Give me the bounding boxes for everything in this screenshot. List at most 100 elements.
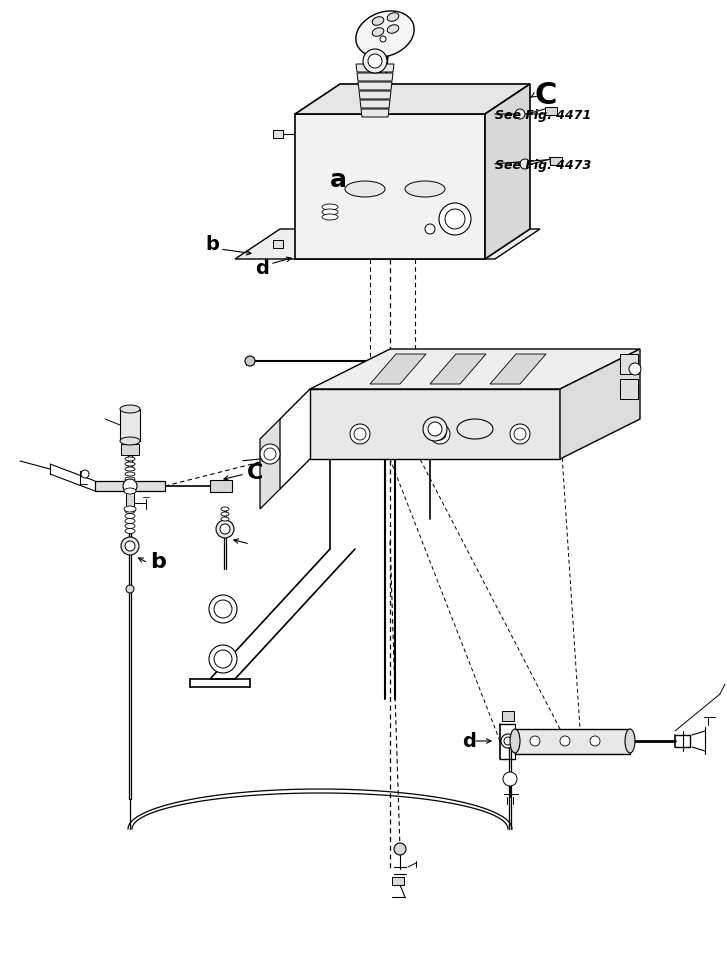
Ellipse shape — [387, 26, 399, 35]
Ellipse shape — [125, 473, 135, 477]
Circle shape — [629, 363, 641, 376]
Ellipse shape — [457, 420, 493, 439]
Ellipse shape — [221, 507, 229, 511]
Ellipse shape — [221, 517, 229, 522]
Ellipse shape — [125, 467, 135, 472]
Ellipse shape — [124, 488, 136, 495]
Ellipse shape — [405, 182, 445, 198]
Polygon shape — [260, 420, 280, 509]
Circle shape — [260, 445, 280, 464]
Ellipse shape — [221, 512, 229, 516]
Circle shape — [209, 646, 237, 674]
Bar — [126, 491, 134, 509]
Circle shape — [121, 537, 139, 555]
Circle shape — [560, 736, 570, 747]
Polygon shape — [295, 115, 485, 259]
Ellipse shape — [125, 462, 135, 466]
Bar — [273, 241, 283, 249]
Ellipse shape — [322, 209, 338, 216]
Polygon shape — [121, 445, 139, 456]
Ellipse shape — [120, 437, 140, 446]
Circle shape — [125, 541, 135, 552]
Polygon shape — [430, 355, 486, 384]
Polygon shape — [310, 350, 640, 389]
Text: See Fig. 4471: See Fig. 4471 — [495, 109, 591, 121]
Text: C: C — [535, 81, 558, 110]
Polygon shape — [235, 230, 540, 259]
Polygon shape — [357, 74, 393, 82]
Circle shape — [264, 449, 276, 460]
Ellipse shape — [125, 457, 135, 461]
Ellipse shape — [322, 214, 338, 221]
Circle shape — [214, 651, 232, 668]
Circle shape — [514, 429, 526, 440]
Ellipse shape — [124, 506, 136, 512]
Polygon shape — [360, 101, 390, 109]
Polygon shape — [361, 110, 389, 118]
Circle shape — [214, 601, 232, 618]
Circle shape — [504, 737, 512, 745]
Polygon shape — [95, 481, 165, 491]
Circle shape — [216, 521, 234, 538]
Polygon shape — [359, 92, 391, 100]
Ellipse shape — [372, 29, 384, 37]
Ellipse shape — [387, 13, 399, 22]
Bar — [620, 355, 638, 375]
Circle shape — [445, 209, 465, 230]
Ellipse shape — [125, 524, 135, 529]
Circle shape — [363, 50, 387, 74]
Circle shape — [510, 425, 530, 445]
Circle shape — [126, 585, 134, 593]
Polygon shape — [356, 65, 394, 73]
Circle shape — [530, 736, 540, 747]
Circle shape — [520, 160, 530, 170]
Circle shape — [209, 596, 237, 624]
Polygon shape — [310, 389, 560, 459]
Circle shape — [380, 37, 386, 43]
Bar — [392, 877, 404, 885]
Ellipse shape — [372, 17, 384, 26]
Circle shape — [354, 429, 366, 440]
Circle shape — [245, 357, 255, 366]
Circle shape — [430, 425, 450, 445]
Text: a: a — [330, 168, 347, 192]
Bar — [210, 480, 232, 492]
Ellipse shape — [120, 406, 140, 413]
Circle shape — [434, 429, 446, 440]
Ellipse shape — [356, 12, 414, 58]
Polygon shape — [295, 85, 530, 115]
Ellipse shape — [510, 729, 520, 753]
Bar — [273, 131, 283, 138]
Circle shape — [439, 204, 471, 235]
Circle shape — [350, 425, 370, 445]
Ellipse shape — [125, 514, 135, 519]
Circle shape — [220, 525, 230, 534]
Ellipse shape — [125, 529, 135, 534]
Bar — [515, 729, 630, 754]
Circle shape — [590, 736, 600, 747]
Ellipse shape — [625, 729, 635, 753]
Circle shape — [501, 734, 515, 749]
Text: d: d — [462, 731, 476, 751]
Text: d: d — [255, 259, 269, 277]
Circle shape — [394, 843, 406, 855]
Circle shape — [515, 110, 525, 120]
Circle shape — [81, 471, 89, 479]
Circle shape — [503, 773, 517, 786]
Bar — [620, 380, 638, 400]
Ellipse shape — [125, 509, 135, 514]
Bar — [545, 108, 557, 116]
Circle shape — [428, 423, 442, 436]
Circle shape — [123, 480, 137, 494]
Polygon shape — [358, 83, 392, 91]
Circle shape — [368, 55, 382, 69]
Polygon shape — [560, 350, 640, 459]
Ellipse shape — [345, 182, 385, 198]
Text: See Fig. 4473: See Fig. 4473 — [495, 159, 591, 171]
Bar — [120, 409, 140, 441]
Polygon shape — [370, 355, 426, 384]
Text: b: b — [150, 552, 166, 572]
Text: b: b — [205, 235, 219, 255]
Ellipse shape — [125, 478, 135, 481]
Bar — [502, 711, 514, 722]
